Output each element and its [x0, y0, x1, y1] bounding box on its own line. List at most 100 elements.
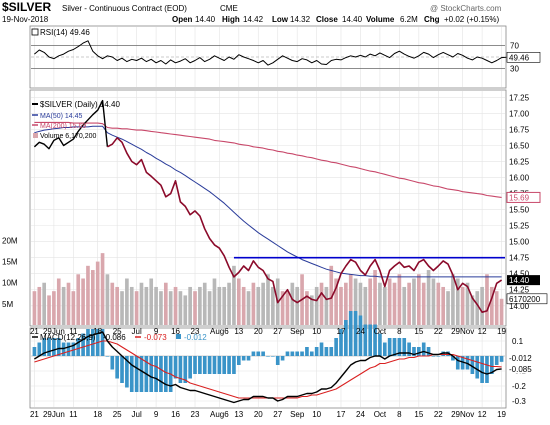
ma200-line: [34, 121, 502, 198]
volume-bar: [202, 282, 207, 325]
macd-histogram-bar: [149, 356, 154, 392]
rsi-badge: 49.46: [509, 53, 530, 62]
macd-histogram-bar: [339, 329, 343, 356]
volume-ytick-1: 10M: [2, 279, 18, 288]
macd-histogram-bar: [52, 338, 56, 356]
price-xtick-19: 15: [414, 327, 423, 336]
volume-bar: [441, 286, 445, 325]
close-label: Close: [316, 15, 338, 24]
macd-histogram-bar: [300, 351, 304, 356]
ma200-badge: 15.69: [509, 193, 530, 202]
macd-histogram-bar: [241, 356, 246, 361]
volume-bar: [47, 295, 51, 325]
volume-bar: [309, 295, 314, 325]
macd-xtick-8: 23: [191, 410, 200, 419]
macd-histogram-bar: [305, 347, 309, 356]
volume-bar: [280, 291, 285, 325]
macd-histogram-bar: [100, 329, 105, 356]
instrument-name: Silver - Continuous Contract (EOD): [62, 4, 187, 13]
volume-bar: [207, 291, 212, 325]
price-ytick-0: 14.00: [509, 302, 530, 311]
price-xtick-23: 19: [497, 327, 506, 336]
volume-bars: 5M 10M 15M 20M 6170200: [2, 236, 548, 325]
volume-bar: [246, 291, 251, 325]
volume-bar: [470, 295, 475, 325]
macd-histogram-bar: [159, 356, 163, 392]
volume-bar: [183, 295, 188, 325]
macd-histogram-bar: [451, 356, 455, 361]
price-line-early: [33, 99, 109, 150]
macd-xtick-3: 18: [93, 410, 102, 419]
macd-histogram-bar: [139, 356, 144, 392]
volume-bar: [144, 286, 149, 325]
macd-histogram-bar: [266, 356, 270, 357]
ma200-badge-bg: [506, 191, 541, 203]
macd-histogram-bar: [368, 324, 373, 356]
volume-bar: [373, 270, 377, 325]
volume-bar: [42, 282, 46, 325]
macd-histogram-bar: [217, 356, 222, 374]
macd-xtick-12: 27: [273, 410, 282, 419]
macd-badge: -0.085: [509, 365, 532, 374]
volume-bar: [465, 282, 470, 325]
macd-xtick-19: 15: [414, 410, 423, 419]
volume-bar: [363, 286, 368, 325]
volume-bar: [256, 286, 261, 325]
volume-bar: [163, 282, 168, 325]
volume-bar: [110, 282, 115, 325]
volume-bar: [217, 286, 222, 325]
volume-bar: [339, 286, 343, 325]
macd-histogram-bar: [236, 356, 241, 365]
macd-histogram-bar: [134, 356, 139, 392]
macd-histogram-bar: [499, 356, 504, 362]
price-xtick-22: 12: [478, 327, 487, 336]
volume-bar: [499, 298, 504, 325]
open-label: Open: [172, 15, 193, 24]
macd-histogram-bar: [183, 356, 188, 383]
macd-histogram-bar: [324, 347, 329, 356]
price-ytick-5: 15.25: [509, 222, 530, 231]
macd-histogram-bar: [275, 356, 280, 365]
volume-bar: [188, 286, 192, 325]
macd-histogram-bar: [56, 338, 61, 356]
price-xtick-10: 13: [234, 327, 243, 336]
macd-xtick-20: 22: [434, 410, 443, 419]
volume-bar: [251, 282, 256, 325]
volume-bar: [378, 282, 382, 325]
volume-bar: [236, 278, 241, 325]
price-legend-label: $SILVER (Daily) 14.40: [40, 100, 120, 109]
volume-bar: [455, 278, 460, 325]
chg-value: +0.02 (+0.15%): [444, 15, 499, 24]
macd-histogram-bar: [154, 356, 158, 392]
volume-bar: [266, 274, 270, 325]
macd-xtick-23: 19: [497, 410, 506, 419]
volume-bar: [52, 291, 56, 325]
macd-histogram-bar: [115, 356, 119, 379]
macd-histogram-bar: [329, 347, 334, 356]
macd-xtick-17: Oct: [374, 410, 387, 419]
macd-line: [34, 331, 502, 404]
macd-histogram-bar: [246, 356, 251, 361]
histogram-legend-swatch: [176, 334, 181, 339]
symbol-label: $SILVER: [2, 0, 51, 14]
macd-legend: MACD(12,26,9) -0.086 -0.073 -0.012: [32, 333, 207, 342]
volume-bar: [412, 278, 416, 325]
volume-badge-bg: [506, 293, 548, 305]
volume-bar: [173, 286, 178, 325]
macd-histogram-bar: [421, 342, 426, 356]
macd-histogram-bar: [378, 333, 382, 356]
macd-histogram-bar: [251, 351, 256, 356]
macd-xtick-14: 10: [312, 410, 321, 419]
volume-bar: [81, 278, 85, 325]
volume-bar: [358, 282, 363, 325]
volume-bar: [125, 278, 129, 325]
macd-histogram-bar: [407, 342, 411, 356]
volume-bar: [305, 291, 309, 325]
rsi-panel: 30507049.46: [34, 40, 541, 74]
macd-histogram-bar: [193, 356, 197, 374]
macd-histogram-bar: [431, 356, 436, 357]
volume-bar: [421, 282, 426, 325]
macd-histogram-bar: [494, 356, 499, 365]
histogram-legend-value: -0.012: [184, 333, 207, 342]
high-value: 14.42: [243, 15, 264, 24]
